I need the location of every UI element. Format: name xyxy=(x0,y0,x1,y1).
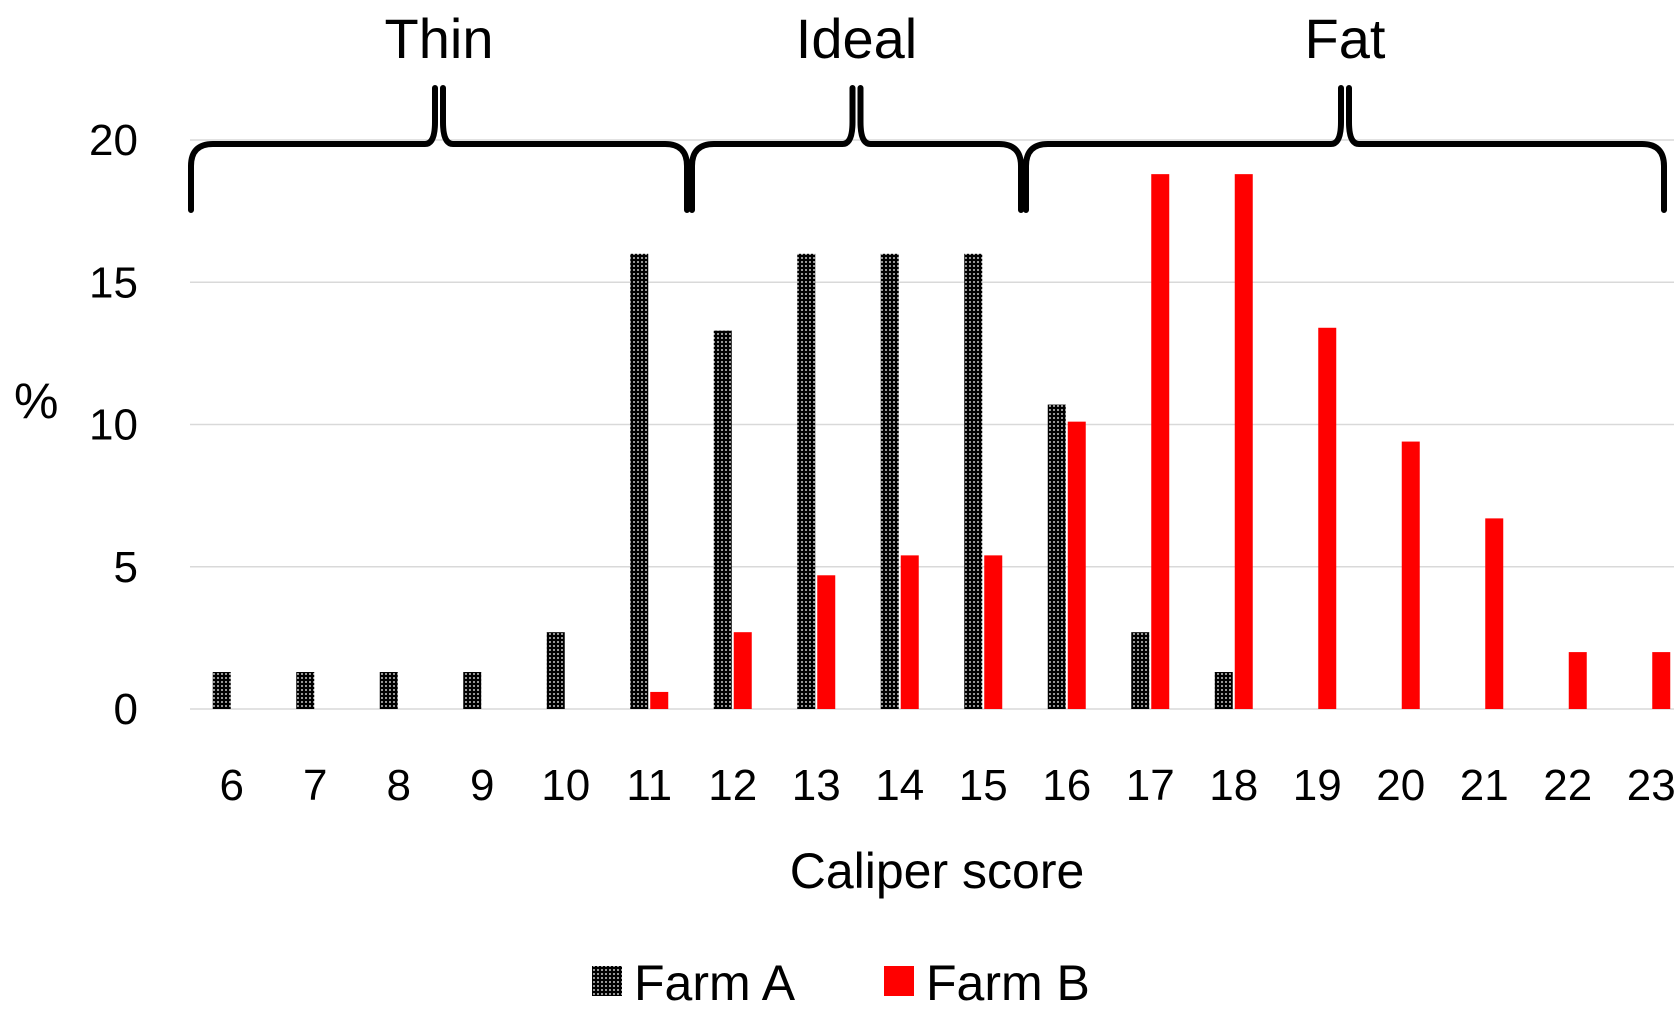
bar-farm-b-15 xyxy=(984,555,1003,709)
y-tick-label: 0 xyxy=(114,685,138,734)
x-tick-label: 14 xyxy=(875,761,924,810)
y-axis-title: % xyxy=(14,373,58,429)
bar-farm-b-16 xyxy=(1067,421,1086,709)
group-label-fat: Fat xyxy=(1305,7,1386,70)
bar-farm-a-11 xyxy=(630,253,649,710)
bar-farm-a-6 xyxy=(212,672,231,709)
bar-farm-a-14 xyxy=(880,253,899,710)
bar-farm-b-14 xyxy=(900,555,919,709)
x-tick-label: 21 xyxy=(1460,761,1509,810)
bar-farm-b-19 xyxy=(1318,327,1337,709)
x-axis-title: Caliper score xyxy=(790,843,1085,899)
bars xyxy=(212,174,1671,710)
bar-farm-a-9 xyxy=(463,672,482,709)
group-brackets: Thin Ideal Fat xyxy=(188,7,1667,213)
x-tick-label: 15 xyxy=(959,761,1008,810)
bar-farm-b-18 xyxy=(1234,174,1253,709)
bar-farm-b-21 xyxy=(1485,518,1504,709)
x-tick-label: 22 xyxy=(1543,761,1592,810)
bar-farm-b-11 xyxy=(650,691,669,709)
group-label-ideal: Ideal xyxy=(796,7,917,70)
y-tick-label: 20 xyxy=(89,116,138,165)
bar-farm-b-17 xyxy=(1151,174,1170,709)
bracket-fat xyxy=(1023,85,1667,213)
group-label-thin: Thin xyxy=(385,7,494,70)
x-tick-label: 17 xyxy=(1126,761,1175,810)
bar-farm-b-20 xyxy=(1401,441,1420,709)
x-tick-label: 12 xyxy=(708,761,757,810)
gridlines xyxy=(190,139,1674,710)
x-tick-label: 16 xyxy=(1042,761,1091,810)
x-tick-label: 19 xyxy=(1293,761,1342,810)
bar-farm-a-7 xyxy=(296,672,315,709)
bar-farm-a-13 xyxy=(797,253,816,710)
bar-farm-b-23 xyxy=(1652,652,1671,709)
x-tick-label: 20 xyxy=(1376,761,1425,810)
x-tick-label: 10 xyxy=(541,761,590,810)
y-tick-label: 5 xyxy=(114,543,138,592)
bar-farm-b-22 xyxy=(1568,652,1587,709)
legend: Farm A Farm B xyxy=(592,955,1090,1011)
bar-farm-b-13 xyxy=(817,575,836,709)
bar-farm-a-17 xyxy=(1131,632,1150,709)
x-tick-label: 7 xyxy=(303,761,327,810)
bar-farm-a-10 xyxy=(546,632,565,709)
y-tick-label: 15 xyxy=(89,258,138,307)
bar-farm-a-16 xyxy=(1047,404,1066,709)
legend-label-farm-a: Farm A xyxy=(634,955,796,1011)
bar-farm-a-12 xyxy=(713,330,732,709)
bar-farm-a-18 xyxy=(1214,672,1233,709)
y-axis-ticks: 0 5 10 15 20 xyxy=(89,116,138,734)
x-tick-label: 8 xyxy=(387,761,411,810)
bar-farm-a-15 xyxy=(964,253,983,710)
bracket-thin xyxy=(188,85,690,213)
y-tick-label: 10 xyxy=(89,401,138,450)
x-tick-label: 18 xyxy=(1209,761,1258,810)
x-tick-label: 13 xyxy=(792,761,841,810)
x-tick-label: 23 xyxy=(1627,761,1674,810)
x-tick-label: 6 xyxy=(220,761,244,810)
x-tick-label: 9 xyxy=(470,761,494,810)
bracket-ideal xyxy=(689,85,1024,213)
legend-swatch-farm-b xyxy=(884,966,914,996)
bar-farm-b-12 xyxy=(733,632,752,709)
x-axis-ticks: 6 7 8 9 10 11 12 13 14 15 16 17 18 19 20 21 22 23 xyxy=(220,761,1674,810)
x-tick-label: 11 xyxy=(626,761,672,810)
legend-swatch-farm-a xyxy=(592,966,622,996)
bar-farm-a-8 xyxy=(379,672,398,709)
legend-label-farm-b: Farm B xyxy=(926,955,1090,1011)
